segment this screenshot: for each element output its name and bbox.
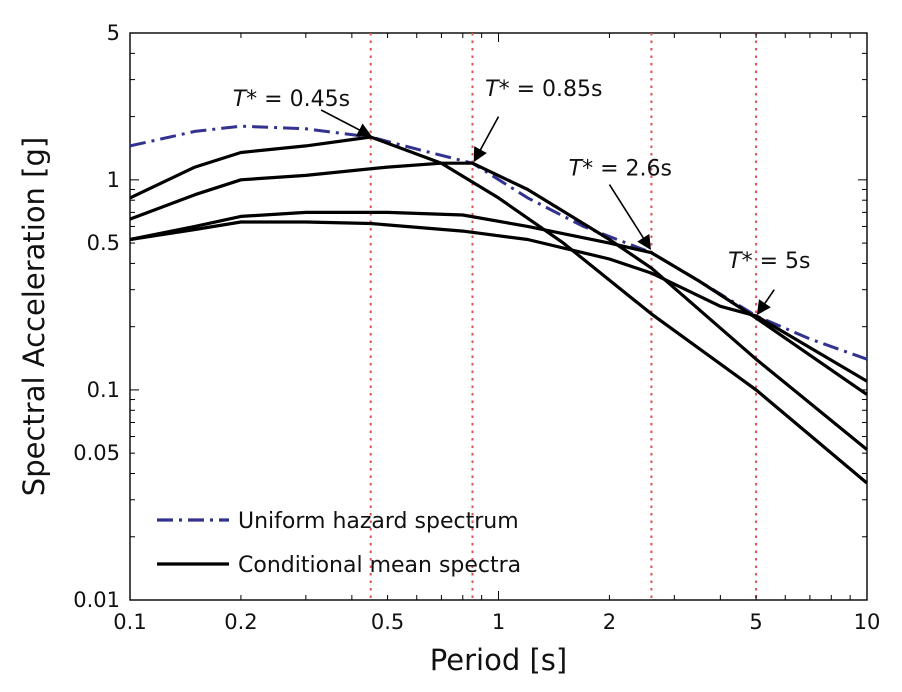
- axis-ticks: [129, 32, 868, 601]
- annotation-value-0: * = 0.45s: [246, 87, 350, 112]
- reference-period-lines: [369, 33, 758, 600]
- x-tick-label-3: 1: [492, 610, 505, 634]
- y-tick-label-4: 1: [107, 168, 120, 192]
- annotation-label-2: T* = 2.6s: [569, 156, 672, 181]
- x-tick-label-0: 0.1: [113, 610, 146, 634]
- y-tick-label-3: 0.5: [87, 231, 120, 255]
- x-tick-label-4: 2: [603, 610, 616, 634]
- annotation-arrow-0: [320, 109, 372, 137]
- annotation-arrow-3: [756, 289, 775, 316]
- x-tick-label-1: 0.2: [224, 610, 257, 634]
- series-line-3: [129, 210, 868, 396]
- series-line-4: [129, 220, 868, 383]
- annotation-label-3: T* = 5s: [728, 249, 810, 274]
- annotation-value-2: * = 2.6s: [582, 156, 672, 181]
- annotation-symbol-1: T: [485, 77, 500, 102]
- x-axis-label: Period [s]: [430, 643, 567, 677]
- y-tick-label-0: 0.01: [73, 588, 120, 612]
- annotation-value-1: * = 0.85s: [499, 77, 603, 102]
- y-tick-label-1: 0.05: [73, 441, 120, 465]
- x-tick-label-2: 0.5: [371, 610, 404, 634]
- annotation-arrow-2: [608, 184, 651, 250]
- axis-tick-labels: 0.1 0.2 0.5 1 2 5 10 0.01 0.05 0.1 0.5 1 5: [73, 21, 880, 634]
- y-tick-label-2: 0.1: [87, 378, 120, 402]
- annotation-arrow-1: [473, 116, 500, 163]
- legend-label-1: Conditional mean spectra: [238, 553, 521, 578]
- annotation-label-1: T* = 0.85s: [485, 77, 602, 102]
- legend-label-0: Uniform hazard spectrum: [238, 509, 519, 534]
- legend: Uniform hazard spectrum Conditional mean …: [157, 509, 521, 578]
- x-tick-label-6: 10: [854, 610, 881, 634]
- x-tick-label-5: 5: [749, 610, 762, 634]
- annotation-symbol-2: T: [569, 156, 584, 181]
- y-axis-label: Spectral Acceleration [g]: [17, 137, 51, 496]
- annotation-label-0: T* = 0.45s: [233, 87, 350, 112]
- annotation-symbol-0: T: [233, 87, 248, 112]
- series-layer: [129, 124, 869, 485]
- annotation-value-3: * = 5s: [742, 249, 811, 274]
- series-line-2: [129, 161, 869, 451]
- y-tick-label-5: 5: [107, 21, 120, 45]
- annotation-symbol-3: T: [728, 249, 743, 274]
